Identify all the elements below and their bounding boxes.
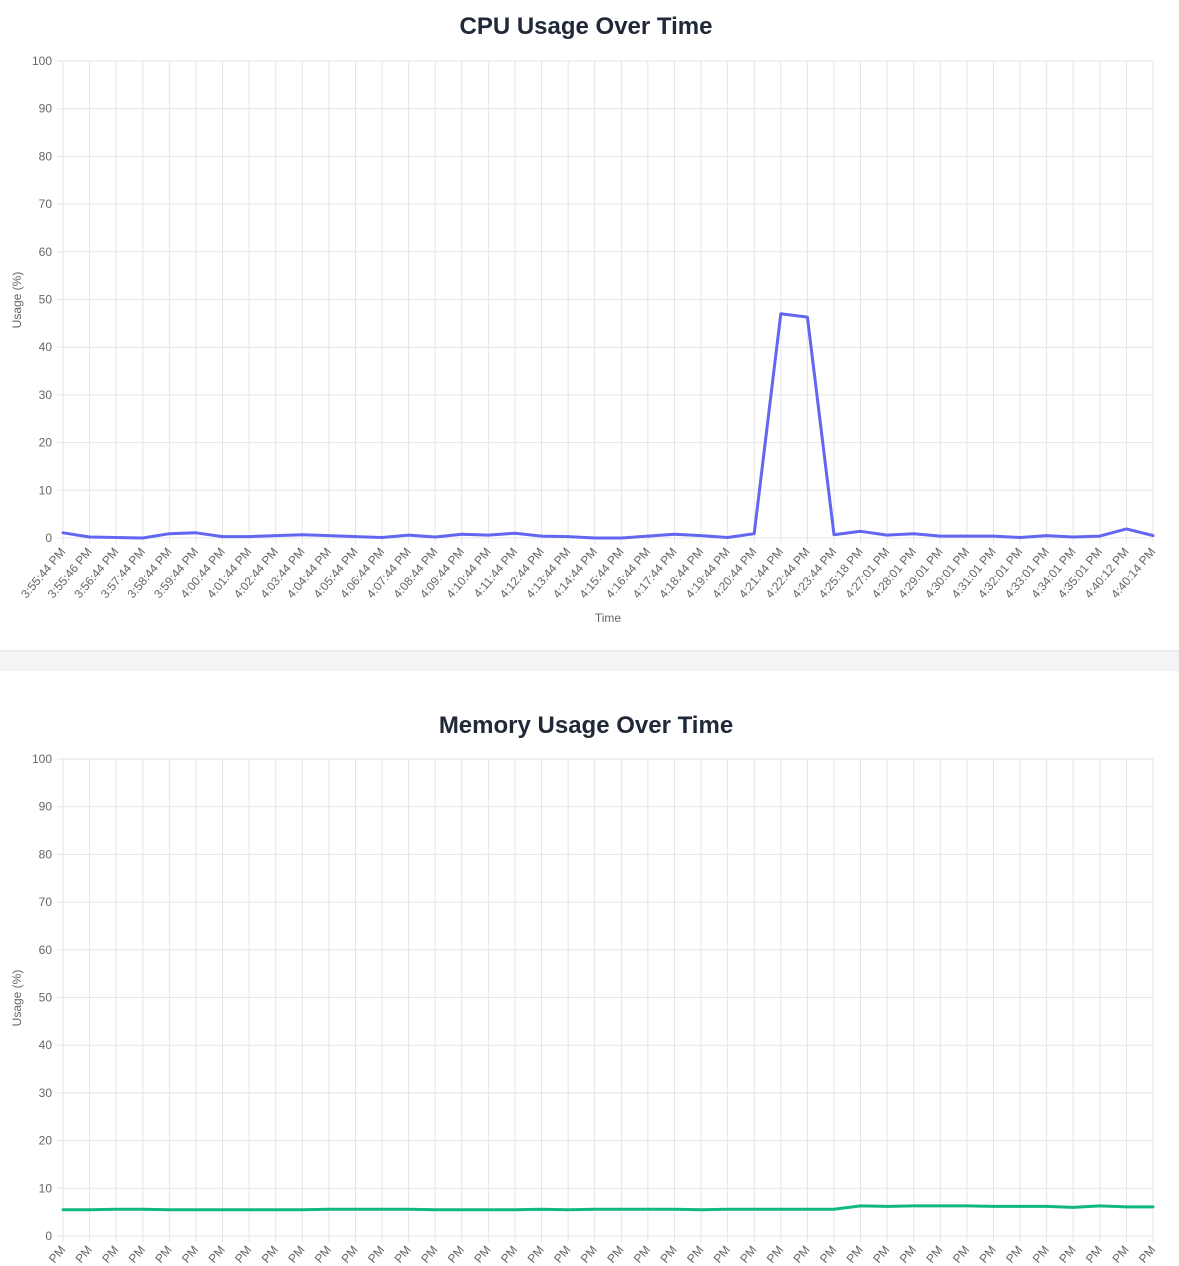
cpu-chart-title: CPU Usage Over Time [460,13,713,40]
memory-x-tick-label: PM [737,1243,759,1266]
memory-x-tick-label: PM [578,1243,600,1266]
memory-x-tick-label: PM [1003,1243,1025,1266]
cpu-y-tick-label: 100 [32,54,52,68]
memory-x-tick-label: PM [338,1243,360,1266]
cpu-series [61,312,1155,540]
memory-x-tick-label: PM [711,1243,733,1266]
memory-y-ticks: 0 10 20 30 40 50 60 70 80 90 100 [32,752,52,1243]
memory-x-tick-label: PM [259,1243,281,1266]
memory-y-tick-label: 20 [39,1134,53,1148]
memory-y-axis-title: Usage (%) [10,970,24,1027]
memory-x-tick-label: PM [445,1243,467,1266]
memory-x-tick-label: PM [206,1243,228,1266]
memory-chart-card: Memory Usage Over Time 0 10 20 30 40 50 60 70 80… [0,671,1179,1266]
memory-x-tick-label: PM [285,1243,307,1266]
memory-x-tick-label: PM [897,1243,919,1266]
memory-y-tick-label: 50 [39,991,53,1005]
memory-x-tick-label: PM [790,1243,812,1266]
memory-x-tick-label: PM [817,1243,839,1266]
memory-x-tick-label: PM [152,1243,174,1266]
memory-usage-chart: Memory Usage Over Time 0 10 20 30 40 50 60 70 80… [10,712,1158,1266]
cpu-y-axis-title: Usage (%) [10,272,24,329]
cpu-y-tick-label: 10 [39,483,53,497]
memory-x-tick-label: PM [312,1243,334,1266]
memory-x-tick-label: PM [232,1243,254,1266]
memory-gridlines [57,758,1154,1242]
memory-series [61,1204,1155,1212]
memory-chart-title: Memory Usage Over Time [439,712,733,739]
memory-y-tick-label: 40 [39,1038,53,1052]
memory-x-tick-label: PM [1030,1243,1052,1266]
memory-x-tick-label: PM [126,1243,148,1266]
memory-x-tick-label: PM [1056,1243,1078,1266]
memory-x-tick-label: PM [764,1243,786,1266]
memory-y-tick-label: 60 [39,943,53,957]
cpu-y-ticks: 0 10 20 30 40 50 60 70 80 90 100 [32,54,52,545]
cpu-x-axis-title: Time [595,611,622,625]
memory-x-tick-label: PM [1109,1243,1131,1266]
memory-x-tick-label: PM [471,1243,493,1266]
memory-y-tick-label: 10 [39,1181,53,1195]
memory-x-tick-label: PM [923,1243,945,1266]
memory-y-tick-label: 90 [39,800,53,814]
memory-x-tick-label: PM [684,1243,706,1266]
memory-y-tick-label: 30 [39,1086,53,1100]
cpu-y-tick-label: 90 [39,102,53,116]
memory-x-tick-label: PM [179,1243,201,1266]
memory-x-tick-label: PM [1083,1243,1105,1266]
cpu-y-tick-label: 40 [39,340,53,354]
memory-y-tick-label: 80 [39,847,53,861]
memory-x-tick-label: PM [392,1243,414,1266]
memory-x-tick-label: PM [99,1243,121,1266]
cpu-chart-card: CPU Usage Over Time 0 10 20 30 40 50 60 70 80 90 1… [0,0,1179,650]
memory-x-tick-label: PM [525,1243,547,1266]
cpu-gridlines [57,60,1154,544]
memory-usage-line [61,1204,1155,1212]
memory-x-tick-label: PM [551,1243,573,1266]
cpu-y-tick-label: 60 [39,245,53,259]
memory-x-tick-label: PM [365,1243,387,1266]
cpu-y-tick-label: 80 [39,149,53,163]
cpu-y-tick-label: 70 [39,197,53,211]
memory-x-tick-label: PM [657,1243,679,1266]
memory-y-tick-label: 0 [45,1229,52,1243]
memory-x-tick-label: PM [604,1243,626,1266]
memory-x-tick-label: PM [1136,1243,1158,1266]
memory-x-tick-label: PM [418,1243,440,1266]
memory-x-tick-label: PM [73,1243,95,1266]
cpu-y-tick-label: 0 [45,531,52,545]
cpu-usage-chart: CPU Usage Over Time 0 10 20 30 40 50 60 70 80 90 1… [10,13,1158,625]
memory-x-tick-label: PM [976,1243,998,1266]
cpu-usage-line [61,312,1155,540]
cpu-y-tick-label: 20 [39,436,53,450]
memory-x-tick-label: PM [870,1243,892,1266]
memory-x-tick-label: PM [46,1243,68,1266]
memory-y-tick-label: 100 [32,752,52,766]
cpu-x-ticks: 3:55:44 PM3:55:46 PM3:56:44 PM3:57:44 PM… [18,545,1158,601]
cpu-y-tick-label: 50 [39,293,53,307]
memory-x-tick-label: PM [631,1243,653,1266]
memory-x-tick-label: PM [498,1243,520,1266]
cpu-y-tick-label: 30 [39,388,53,402]
memory-x-ticks: PM PM PM PM PM PM PM PM PM PM PM PM PM PM PM PM PM PM PM PM… [46,1243,1158,1266]
memory-y-tick-label: 70 [39,895,53,909]
memory-x-tick-label: PM [950,1243,972,1266]
memory-x-tick-label: PM [844,1243,866,1266]
